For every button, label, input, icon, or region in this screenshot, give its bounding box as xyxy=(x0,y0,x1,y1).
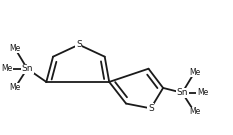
Text: Me: Me xyxy=(197,88,208,97)
Text: S: S xyxy=(76,40,82,49)
Text: Me: Me xyxy=(189,107,200,117)
Text: Me: Me xyxy=(189,68,200,77)
Text: Me: Me xyxy=(9,44,21,53)
Text: Me: Me xyxy=(1,64,13,73)
Text: Sn: Sn xyxy=(21,64,33,73)
Text: Me: Me xyxy=(9,83,21,92)
Text: S: S xyxy=(148,104,154,113)
Text: Sn: Sn xyxy=(176,88,188,97)
